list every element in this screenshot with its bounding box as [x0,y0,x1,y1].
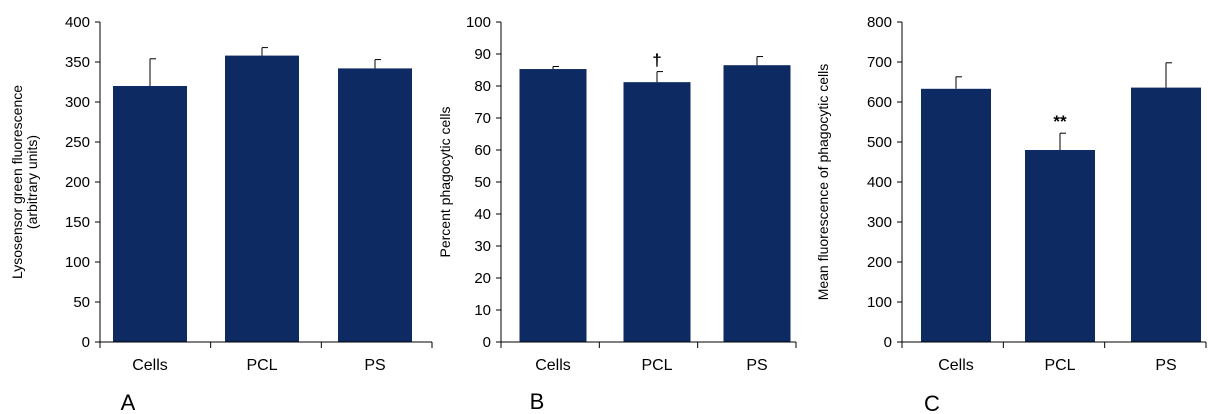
panel-b-error-bar-cells [552,65,559,70]
panel-b-y-tick-label: 40 [474,206,491,223]
panel-a-y-tick-label: 200 [65,174,90,191]
panel-a-letter: A [121,390,136,414]
panel-b-bar-cells [519,69,587,342]
panel-a-y-axis-title-line2: (arbitrary units) [24,135,40,229]
panel-b-y-tick-label: 80 [474,78,491,95]
panel-b-y-tick-label: 100 [466,14,491,31]
panel-b-y-axis-title: Percent phagocytic cells [437,107,453,258]
panel-c-error-bar-ps [1165,62,1172,88]
panel-c-category-label: PCL [1044,357,1075,374]
panel-c-y-tick-label: 700 [867,54,892,71]
panel-b-y-tick-label: 90 [474,46,491,63]
panel-b-y-tick-label: 30 [474,238,491,255]
panel-c-y-axis-title: Mean fluorescence of phagocytic cells [815,64,831,301]
panel-c-bar-pcl [1025,150,1095,342]
panel-a-y-tick-label: 150 [65,214,90,231]
panel-c-y-tick-label: 800 [867,14,892,31]
panel-c-bar-ps [1131,87,1201,342]
panel-a-category-label: Cells [132,357,168,374]
panel-b-category-label: PS [746,357,767,374]
panel-a-error-bar-pcl [261,47,268,56]
panel-c-category-label: Cells [938,357,974,374]
panel-a-category-label: PS [364,357,385,374]
panel-a-bar-ps [338,68,412,343]
panel-b-error-bar-ps [756,56,763,66]
panel-a-y-tick-label: 250 [65,134,90,151]
panel-b-y-tick-label: 10 [474,302,491,319]
panel-c-y-tick-label: 0 [884,334,892,351]
panel-c-category-label: PS [1155,357,1176,374]
panel-c-y-tick-label: 500 [867,134,892,151]
panel-c-bar-cells [921,88,991,342]
panel-b-error-bar-pcl [656,71,663,83]
panel-c-significance-marker: ** [1053,112,1067,131]
panel-a-y-tick-label: 100 [65,254,90,271]
panel-c-error-bar-cells [955,76,962,89]
panel-c-y-tick-label: 600 [867,94,892,111]
panel-a-error-bar-ps [374,59,381,69]
panel-b-category-label: PCL [641,357,672,374]
panel-c-error-bar-pcl [1059,132,1066,150]
panel-b-y-tick-label: 60 [474,142,491,159]
panel-c-y-tick-label: 200 [867,254,892,271]
panel-b-bar-pcl [623,82,691,342]
panel-c-y-tick-label: 100 [867,294,892,311]
panel-b-y-tick-label: 50 [474,174,491,191]
panel-b-y-tick-label: 20 [474,270,491,287]
panel-c-letter: C [924,391,940,414]
panel-a-y-tick-label: 300 [65,94,90,111]
panel-b-significance-marker: † [652,51,661,70]
panel-a-y-tick-label: 350 [65,54,90,71]
panel-c-y-tick-label: 400 [867,174,892,191]
panel-b-y-tick-label: 70 [474,110,491,127]
panel-a-y-axis-title: Lysosensor green fluorescence [9,85,25,279]
panel-a-error-bar-cells [149,58,156,86]
panel-a-bar-pcl [225,55,299,342]
panel-b-y-tick-label: 0 [483,334,491,351]
panel-b-bar-ps [723,65,791,342]
panel-a-y-tick-label: 50 [73,294,90,311]
panel-a-category-label: PCL [246,357,277,374]
panel-c-y-tick-label: 300 [867,214,892,231]
panel-a-y-tick-label: 0 [82,334,90,351]
panel-a-bar-cells [113,86,187,342]
panel-b-letter: B [530,389,545,414]
panel-a-y-tick-label: 400 [65,14,90,31]
panel-b-category-label: Cells [535,357,571,374]
